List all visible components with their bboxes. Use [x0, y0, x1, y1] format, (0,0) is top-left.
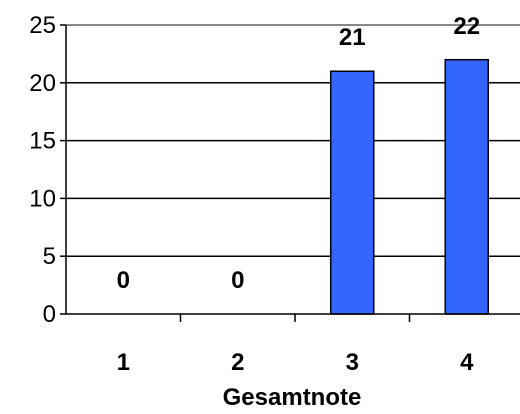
gridlines: [66, 24, 520, 257]
bar: [444, 58, 489, 315]
data-label: 21: [339, 24, 366, 51]
data-label: 0: [231, 267, 244, 294]
x-tick-labels: 1 2 3 4: [117, 349, 475, 376]
x-axis-title: Gesamtnote: [223, 384, 362, 411]
x-tick-label: 3: [346, 349, 359, 376]
y-tick-label: 10: [29, 185, 56, 212]
axes: [60, 24, 520, 322]
data-label: 22: [453, 13, 480, 40]
y-tick-label: 25: [29, 12, 56, 39]
y-tick-label: 15: [29, 128, 56, 155]
x-tick-label: 1: [117, 349, 130, 376]
data-labels: 0 0 21 22: [117, 13, 481, 294]
bar: [330, 70, 375, 315]
bars: [330, 58, 489, 315]
y-tick-label: 5: [43, 243, 56, 270]
y-tick-label: 20: [29, 70, 56, 97]
x-tick-label: 4: [460, 349, 474, 376]
y-tick-labels: 0 5 10 15 20 25: [29, 12, 56, 328]
y-tick-label: 0: [43, 301, 56, 328]
x-tick-label: 2: [231, 349, 244, 376]
data-label: 0: [117, 267, 130, 294]
